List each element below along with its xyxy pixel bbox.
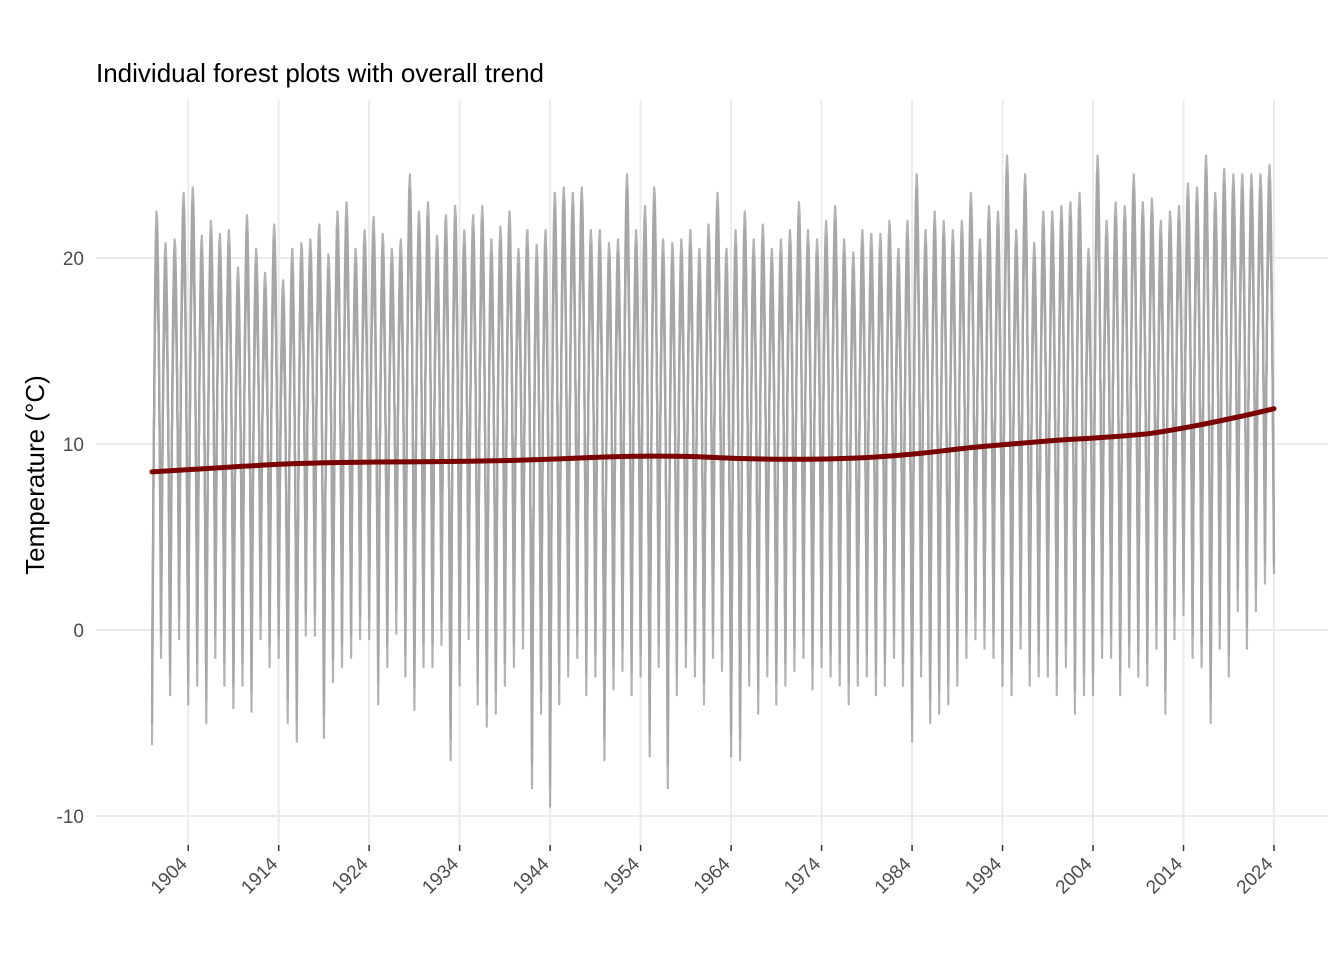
y-tick-label: 20 (63, 249, 84, 270)
y-tick-label: 0 (73, 621, 84, 642)
chart-title: Individual forest plots with overall tre… (96, 58, 544, 88)
y-axis-title: Temperature (°C) (20, 375, 50, 575)
y-tick-label: 10 (63, 435, 84, 456)
forest-plot-line-5 (150, 217, 1276, 723)
trend-line (149, 406, 1277, 475)
overall-trend (149, 406, 1277, 475)
individual-plot-lines (150, 154, 1276, 808)
y-tick-label: -10 (57, 807, 84, 828)
y-axis-ticks: -10 0 10 20 (57, 249, 84, 828)
